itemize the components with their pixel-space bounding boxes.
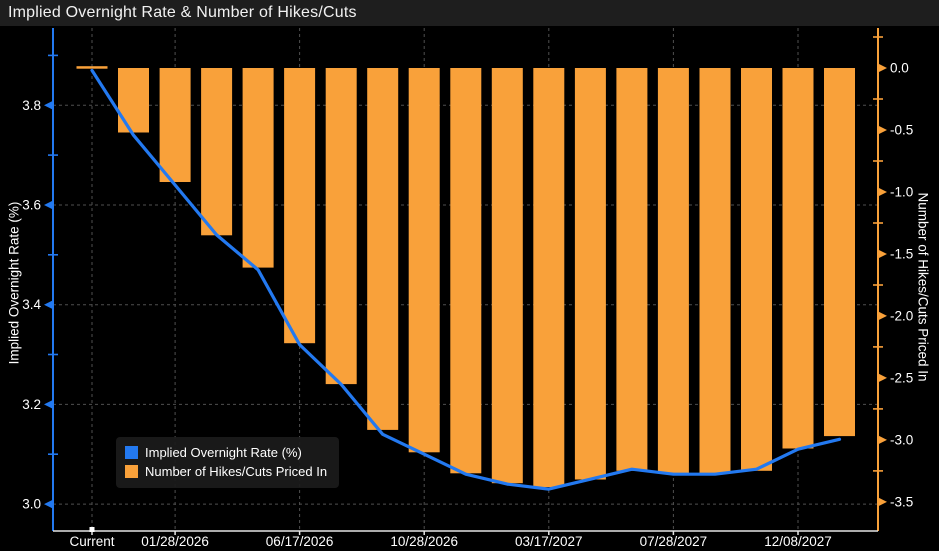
hikes-cuts-bar [367,68,399,430]
x-axis-tick-label: 01/28/2026 [141,534,209,549]
right-axis-tick-label: -1.5 [890,247,913,262]
hikes-cuts-bar [118,68,149,133]
left-axis-tick-label: 3.6 [22,198,41,213]
hikes-cuts-bar [699,68,731,474]
x-axis-tick-label: 06/17/2026 [266,534,334,549]
x-axis-tick-label: 03/17/2027 [515,534,583,549]
left-axis-tick-label: 3.4 [22,297,41,312]
right-axis-tick-label: -1.0 [890,185,913,200]
hikes-cuts-bar [325,68,357,385]
hikes-cuts-bar [159,68,191,182]
right-axis-tick-label: -0.5 [890,123,913,138]
legend: Implied Overnight Rate (%) Number of Hik… [116,437,340,488]
x-axis-tick-label: 12/08/2027 [764,534,832,549]
hikes-cuts-bar [574,68,606,480]
right-axis-tick-arrow [878,63,887,73]
left-axis-tick-arrow [44,300,53,310]
left-axis-ticks: 3.8 3.6 3.4 3.2 3.0 [22,54,58,512]
legend-swatch-hikes-cuts [125,465,138,478]
right-axis-tick-label: 0.0 [890,61,909,76]
hikes-cuts-bar [533,68,565,487]
hikes-cuts-bars [76,66,855,487]
legend-label-hikes-cuts: Number of Hikes/Cuts Priced In [145,464,328,479]
chart-title-bar: Implied Overnight Rate & Number of Hikes… [0,0,939,26]
right-axis-tick-label: -3.5 [890,494,913,509]
right-axis-tick-arrow [878,435,887,445]
hikes-cuts-bar [741,68,772,471]
hikes-cuts-bar [824,68,855,437]
right-axis-tick-label: -2.0 [890,308,913,323]
right-axis-ticks: 0.0 -0.5 -1.0 -1.5 -2.0 -2.5 -3.0 -3.5 [873,36,913,509]
x-axis-ticks: Current 01/28/2026 06/17/2026 10/28/2026 03/… [69,527,832,549]
hikes-cuts-bar [242,68,274,268]
hikes-cuts-bar [782,68,814,449]
left-axis-tick-arrow [44,499,53,509]
legend-item-hikes-cuts[interactable]: Number of Hikes/Cuts Priced In [125,462,327,481]
left-axis-tick-arrow [44,100,53,110]
hikes-cuts-bar [201,68,233,236]
right-axis-tick-label: -2.5 [890,370,913,385]
right-axis-tick-arrow [878,373,887,383]
right-axis-title: Number of Hikes/Cuts Priced In [915,192,931,382]
right-axis-tick-arrow [878,125,887,135]
x-axis-tick-label: 10/28/2026 [390,534,458,549]
right-axis-tick-arrow [878,497,887,507]
implied-rate-line [90,68,842,491]
chart-title: Implied Overnight Rate & Number of Hikes… [8,4,357,21]
left-axis-tick-arrow [44,200,53,210]
current-axis-marker [89,527,95,532]
x-axis-tick-label: 07/28/2027 [640,534,708,549]
legend-label-implied-rate: Implied Overnight Rate (%) [145,445,302,460]
left-axis-title: Implied Overnight Rate (%) [6,201,22,365]
right-axis-tick-arrow [878,311,887,321]
right-axis-tick-arrow [878,187,887,197]
hikes-cuts-bar [491,68,523,484]
left-axis-tick-label: 3.0 [22,497,41,512]
current-zero-bar-dash [76,66,108,69]
left-axis-tick-label: 3.8 [22,98,41,113]
hikes-cuts-bar [450,68,482,474]
x-axis-tick-label: Current [69,534,114,549]
legend-swatch-implied-rate [125,446,138,459]
hikes-cuts-bar [284,68,316,344]
left-axis-tick-label: 3.2 [22,397,41,412]
hikes-cuts-bar [408,68,440,453]
hikes-cuts-bar [616,68,648,471]
legend-item-implied-rate[interactable]: Implied Overnight Rate (%) [125,443,327,462]
right-axis-tick-label: -3.0 [890,432,913,447]
left-axis-tick-arrow [44,399,53,409]
right-axis-tick-arrow [878,249,887,259]
hikes-cuts-bar [657,68,689,474]
